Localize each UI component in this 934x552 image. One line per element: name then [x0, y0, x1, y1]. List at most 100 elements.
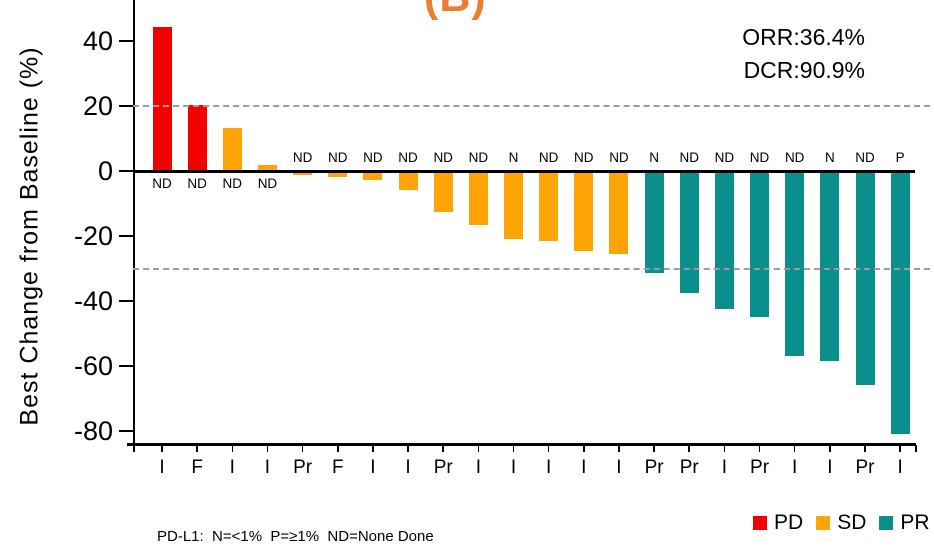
reference-line-20: [133, 105, 930, 107]
x-axis-tick: [758, 445, 761, 452]
patient-bar: [539, 172, 559, 241]
x-axis-tick: [372, 445, 374, 452]
x-axis-imdc-label: Pr: [293, 457, 313, 478]
bar-pdl1-label: ND: [855, 150, 875, 165]
x-axis-tick: [899, 445, 901, 452]
dcr-stat: DCR:90.9%: [743, 57, 865, 83]
x-axis-end-tick: [133, 445, 135, 452]
x-axis-tick: [618, 445, 620, 452]
x-axis-tick: [161, 445, 163, 452]
patient-bar: [257, 165, 277, 170]
x-axis-line: [127, 443, 916, 446]
x-axis-imdc-label: I: [546, 457, 552, 478]
bar-pdl1-label: ND: [468, 150, 489, 165]
x-axis-end-tick: [915, 445, 917, 452]
legend-swatch-pr: [879, 516, 894, 530]
x-axis-tick: [442, 445, 444, 452]
bar-pdl1-label: P: [895, 150, 905, 165]
patient-bar: [609, 172, 629, 254]
x-axis-tick: [336, 445, 339, 452]
x-axis-tick: [793, 445, 796, 452]
legend-label: PD: [774, 511, 804, 534]
x-axis-tick: [547, 445, 550, 452]
bar-pdl1-label: N: [824, 150, 835, 165]
x-axis-tick: [583, 445, 585, 452]
x-axis-imdc-label: Pr: [644, 457, 664, 478]
panel-label: (B): [424, 0, 487, 22]
y-axis-tick-label: -40: [73, 286, 113, 316]
y-axis-tick: [119, 105, 133, 108]
patient-bar: [468, 172, 488, 225]
bar-pdl1-label: ND: [292, 150, 313, 165]
x-axis-imdc-label: I: [405, 457, 411, 478]
x-axis-imdc-label: I: [264, 457, 271, 478]
x-axis-imdc-label: I: [827, 457, 833, 478]
patient-bar: [328, 172, 348, 177]
patient-bar: [433, 172, 453, 212]
bar-pdl1-label: ND: [714, 150, 735, 165]
x-axis-tick: [653, 445, 655, 452]
bar-pdl1-label: ND: [679, 150, 700, 165]
x-axis-imdc-label: I: [370, 457, 376, 478]
y-axis-line: [133, 0, 135, 443]
bar-pdl1-label: ND: [749, 150, 770, 165]
y-axis-tick-label: -60: [73, 351, 113, 381]
y-axis-tick: [119, 235, 133, 238]
x-axis-imdc-label: I: [475, 457, 481, 478]
patient-bar: [293, 172, 313, 175]
legend-item-pr: PR: [879, 511, 930, 535]
bar-pdl1-label: ND: [784, 150, 805, 165]
y-axis-tick-label: -80: [73, 416, 113, 446]
bar-pdl1-label: ND: [222, 176, 243, 191]
x-axis-imdc-label: Pr: [679, 457, 699, 478]
x-axis-tick: [864, 445, 866, 452]
patient-bar: [679, 172, 699, 293]
x-axis-imdc-label: I: [229, 457, 235, 478]
bar-pdl1-label: ND: [328, 150, 348, 165]
bar-pdl1-label: N: [649, 150, 659, 165]
patient-bar: [714, 172, 734, 309]
bar-pdl1-label: ND: [363, 150, 383, 165]
footnote-pdl1: PD-L1: N=<1% P=≥1% ND=None Done: [157, 528, 434, 546]
x-axis-tick: [477, 445, 480, 452]
x-axis-tick: [231, 445, 234, 452]
x-axis-tick: [196, 445, 198, 452]
y-axis-tick-label: 0: [97, 156, 113, 186]
response-legend: PD SD PR: [753, 511, 930, 535]
bar-pdl1-label: ND: [152, 176, 172, 191]
x-axis-tick: [829, 445, 831, 452]
x-axis-tick: [266, 445, 269, 452]
x-axis-imdc-label: Pr: [433, 457, 453, 478]
x-axis-imdc-label: I: [721, 457, 728, 478]
x-axis-tick: [512, 445, 515, 452]
patient-bar: [785, 172, 805, 357]
x-axis-imdc-label: F: [191, 457, 203, 478]
legend-item-pd: PD: [753, 511, 803, 535]
x-axis-imdc-label: I: [616, 457, 622, 478]
bar-pdl1-label: ND: [574, 150, 594, 165]
x-axis-tick: [301, 445, 304, 452]
bar-pdl1-label: ND: [538, 150, 559, 165]
patient-bar: [398, 172, 418, 191]
y-axis-tick: [119, 300, 133, 303]
patient-bar: [750, 172, 770, 318]
zero-baseline: [133, 169, 915, 173]
bar-pdl1-label: ND: [433, 150, 453, 165]
patient-bar: [855, 172, 875, 386]
y-axis-tick: [119, 365, 133, 368]
x-axis-imdc-label: Pr: [855, 457, 875, 478]
patient-bar: [890, 172, 910, 435]
y-axis-tick-label: 20: [82, 91, 113, 121]
y-axis-tick: [119, 170, 133, 173]
patient-bar: [504, 172, 523, 240]
legend-label: SD: [837, 511, 867, 534]
y-axis-tick: [119, 40, 133, 43]
patient-bar: [574, 172, 594, 251]
legend-swatch-sd: [816, 516, 831, 530]
legend-item-sd: SD: [816, 511, 866, 535]
patient-bar: [363, 172, 383, 180]
y-axis-tick: [119, 430, 133, 433]
y-axis-tick-label: -20: [73, 221, 113, 251]
